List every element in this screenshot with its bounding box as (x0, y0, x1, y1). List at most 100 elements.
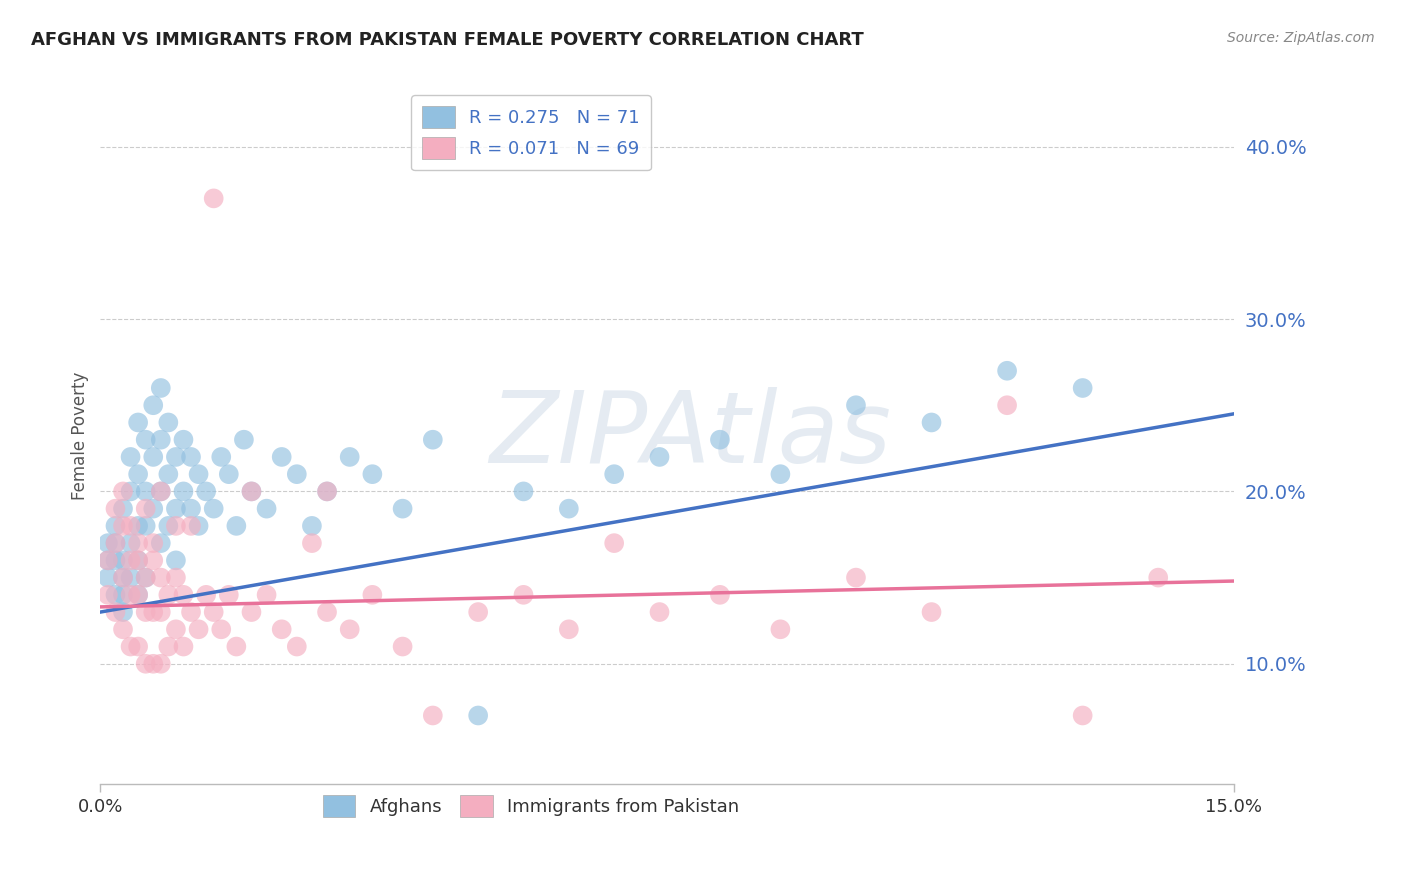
Point (157, 467, 180, 482)
Point (142, 536, 165, 550)
Point (361, 467, 384, 482)
Point (172, 484, 194, 499)
Point (845, 571, 868, 585)
Point (316, 484, 339, 499)
Point (157, 640, 180, 654)
Point (240, 605, 263, 619)
Point (127, 553, 149, 567)
Text: AFGHAN VS IMMIGRANTS FROM PAKISTAN FEMALE POVERTY CORRELATION CHART: AFGHAN VS IMMIGRANTS FROM PAKISTAN FEMAL… (31, 31, 863, 49)
Point (142, 450, 165, 464)
Point (391, 501, 413, 516)
Point (209, 450, 232, 464)
Point (225, 519, 247, 533)
Point (256, 501, 278, 516)
Point (316, 484, 339, 499)
Point (709, 588, 731, 602)
Point (97, 553, 120, 567)
Point (209, 622, 232, 636)
Point (149, 536, 172, 550)
Point (149, 571, 172, 585)
Point (339, 622, 361, 636)
Point (256, 588, 278, 602)
Point (391, 640, 413, 654)
Point (1071, 708, 1094, 723)
Point (135, 433, 157, 447)
Point (149, 484, 172, 499)
Point (104, 553, 127, 567)
Point (127, 519, 149, 533)
Point (558, 501, 581, 516)
Point (165, 622, 187, 636)
Point (135, 484, 157, 499)
Point (120, 536, 142, 550)
Point (149, 381, 172, 395)
Point (127, 640, 149, 654)
Point (111, 484, 134, 499)
Point (270, 450, 292, 464)
Point (180, 501, 202, 516)
Point (111, 605, 134, 619)
Point (301, 536, 323, 550)
Point (845, 398, 868, 412)
Point (172, 640, 194, 654)
Point (104, 536, 127, 550)
Point (467, 605, 489, 619)
Point (1071, 381, 1094, 395)
Point (165, 519, 187, 533)
Point (225, 640, 247, 654)
Point (157, 416, 180, 430)
Point (232, 433, 254, 447)
Point (120, 553, 142, 567)
Point (111, 588, 134, 602)
Point (709, 433, 731, 447)
Point (339, 450, 361, 464)
Point (361, 588, 384, 602)
Point (149, 484, 172, 499)
Point (135, 501, 157, 516)
Point (165, 450, 187, 464)
Point (97, 553, 120, 567)
Point (558, 622, 581, 636)
Point (104, 605, 127, 619)
Point (187, 519, 209, 533)
Text: ZIPAtlas: ZIPAtlas (489, 387, 891, 483)
Point (135, 657, 157, 671)
Point (218, 467, 240, 482)
Legend: Afghans, Immigrants from Pakistan: Afghans, Immigrants from Pakistan (315, 788, 747, 824)
Point (180, 519, 202, 533)
Point (172, 433, 194, 447)
Point (316, 605, 339, 619)
Point (165, 571, 187, 585)
Point (187, 622, 209, 636)
Point (120, 640, 142, 654)
Point (111, 501, 134, 516)
Point (467, 708, 489, 723)
Point (111, 571, 134, 585)
Point (149, 657, 172, 671)
Point (180, 450, 202, 464)
Point (921, 416, 943, 430)
Point (142, 605, 165, 619)
Point (142, 553, 165, 567)
Point (127, 467, 149, 482)
Point (127, 536, 149, 550)
Point (165, 501, 187, 516)
Y-axis label: Female Poverty: Female Poverty (72, 371, 89, 500)
Point (120, 588, 142, 602)
Point (195, 588, 218, 602)
Point (120, 519, 142, 533)
Point (111, 622, 134, 636)
Point (111, 553, 134, 567)
Point (270, 622, 292, 636)
Point (995, 398, 1018, 412)
Point (240, 484, 263, 499)
Point (648, 605, 671, 619)
Point (165, 553, 187, 567)
Point (157, 588, 180, 602)
Point (127, 416, 149, 430)
Point (135, 519, 157, 533)
Point (97, 536, 120, 550)
Point (202, 605, 225, 619)
Point (648, 450, 671, 464)
Point (142, 657, 165, 671)
